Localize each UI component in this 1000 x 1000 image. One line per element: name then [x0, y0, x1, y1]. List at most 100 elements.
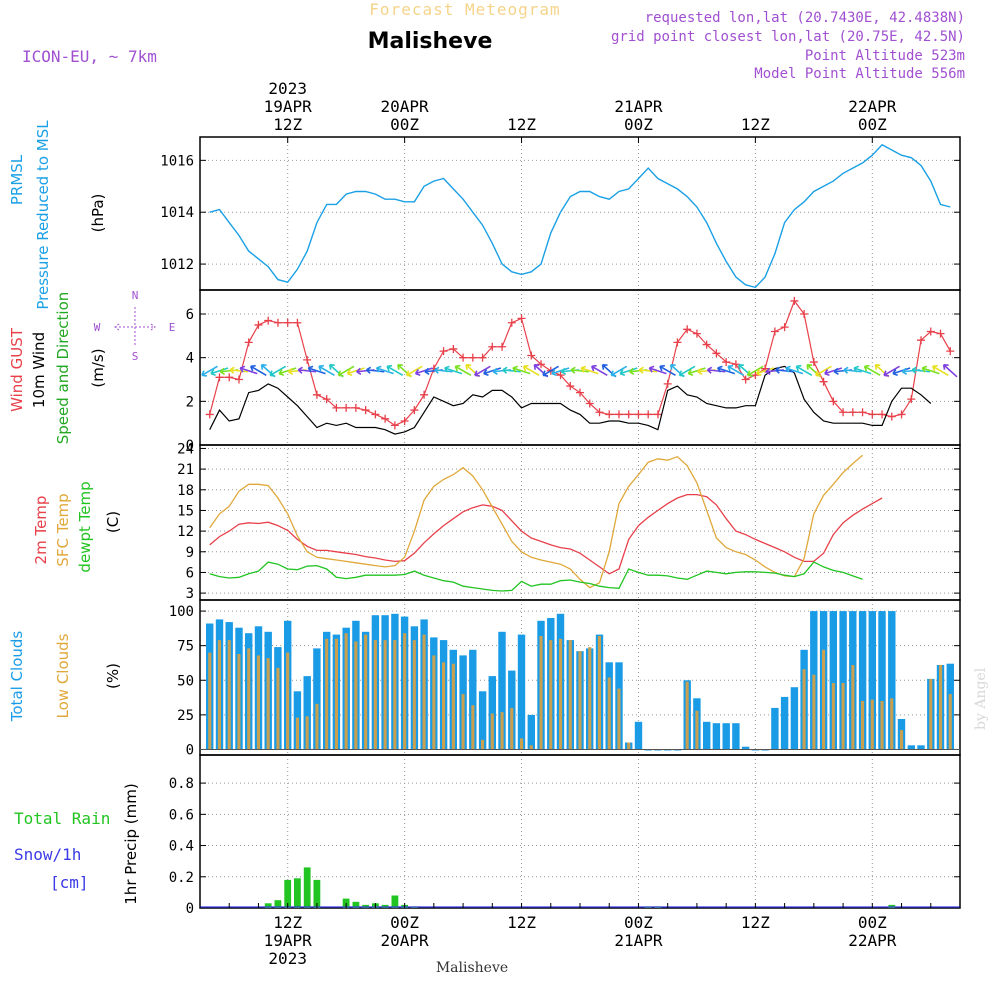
- y-tick-label: 0.6: [169, 807, 194, 823]
- wind-arrow-shape: [590, 364, 608, 376]
- time-label-bottom: 19APR: [264, 931, 313, 950]
- gust-marker: [351, 403, 360, 412]
- series-wind: [209, 365, 932, 435]
- time-label-top: 2023: [268, 79, 307, 98]
- y-tick-label: 24: [177, 441, 194, 457]
- gust-marker: [614, 410, 623, 419]
- bar-total-clouds: [469, 649, 477, 750]
- bar-total-clouds: [673, 749, 682, 751]
- wind-arrow: [638, 366, 658, 374]
- wind-arrow-shape: [619, 367, 638, 376]
- wind-arrow: [921, 365, 940, 375]
- wind-arrow: [716, 365, 736, 375]
- wind-arrow-shape: [551, 367, 570, 376]
- wind-arrow: [542, 365, 559, 377]
- bar-total-clouds: [732, 723, 740, 750]
- bar-total-clouds: [751, 749, 760, 751]
- wind-arrow-shape: [434, 366, 453, 374]
- ylabel-speed-dir: Speed and Direction: [54, 292, 72, 445]
- gust-marker: [527, 351, 536, 360]
- gust-marker: [829, 397, 838, 406]
- wind-arrow: [727, 364, 745, 376]
- wind-arrow: [337, 365, 355, 377]
- bar-low-clouds: [802, 669, 806, 750]
- wind-arrow: [434, 366, 453, 374]
- y-tick-label: 15: [177, 503, 194, 519]
- gust-marker: [390, 421, 399, 430]
- gust-marker: [371, 410, 380, 419]
- wind-arrow: [931, 364, 949, 376]
- y-tick-label: 0.4: [169, 839, 194, 855]
- model-altitude: Model Point Altitude 556m: [754, 66, 965, 82]
- y-tick-label: 1012: [160, 257, 194, 273]
- gust-marker: [663, 379, 672, 388]
- gust-marker: [907, 395, 916, 404]
- gust-marker: [595, 408, 604, 417]
- time-label-top: 12Z: [273, 115, 302, 134]
- bar-low-clouds: [568, 640, 572, 750]
- bar-low-clouds: [334, 638, 338, 750]
- bar-low-clouds: [286, 652, 290, 750]
- bar-rain: [294, 878, 301, 908]
- wind-arrow-shape: [365, 366, 385, 374]
- bar-low-clouds: [227, 640, 231, 750]
- gust-marker: [283, 318, 292, 327]
- time-label-bottom: 21APR: [614, 931, 663, 950]
- ylabel-pressure-msl: Pressure Reduced to MSL: [34, 120, 52, 310]
- gust-marker: [566, 382, 575, 391]
- gust-marker: [839, 408, 848, 417]
- wind-arrow-shape: [337, 365, 355, 377]
- gust-marker: [653, 410, 662, 419]
- bar-total-clouds: [644, 749, 652, 751]
- wind-arrow-shape: [678, 365, 696, 377]
- bar-total-clouds: [761, 749, 769, 751]
- wind-arrow: [590, 364, 608, 376]
- wind-arrow-shape: [716, 365, 736, 375]
- bar-low-clouds: [841, 683, 845, 750]
- time-label-bottom: 12Z: [273, 913, 302, 932]
- ylabel-ms: (m/s): [89, 348, 107, 387]
- bar-low-clouds: [900, 730, 904, 750]
- bar-low-clouds: [948, 694, 952, 750]
- bar-total-clouds: [907, 745, 915, 750]
- bar-low-clouds: [451, 663, 455, 750]
- gust-marker: [361, 406, 370, 415]
- wind-arrow: [551, 367, 570, 376]
- wind-arrow: [269, 365, 287, 377]
- y-tick-label: 21: [177, 462, 194, 478]
- bar-low-clouds: [481, 739, 485, 750]
- time-label-bottom: 00Z: [624, 913, 653, 932]
- bar-low-clouds: [412, 640, 416, 750]
- wind-arrow: [843, 366, 862, 374]
- wind-arrow-shape: [239, 365, 258, 375]
- wind-arrow: [210, 367, 229, 376]
- bar-low-clouds: [315, 703, 319, 750]
- wind-arrow: [883, 365, 900, 377]
- gust-marker: [537, 360, 546, 369]
- gust-marker: [312, 390, 321, 399]
- gust-marker: [800, 310, 809, 319]
- gust-marker: [585, 399, 594, 408]
- bar-total-clouds: [527, 714, 535, 750]
- gust-marker: [303, 355, 312, 364]
- wind-arrow: [619, 367, 638, 376]
- bar-low-clouds: [597, 636, 601, 750]
- gust-marker: [751, 371, 760, 380]
- gust-marker: [400, 416, 409, 425]
- gust-marker: [205, 410, 214, 419]
- y-tick-label: 0: [186, 742, 194, 758]
- bar-low-clouds: [695, 710, 699, 750]
- bar-low-clouds: [432, 655, 436, 750]
- gust-marker: [624, 410, 633, 419]
- y-tick-label: 1016: [160, 153, 194, 169]
- wind-arrow: [375, 365, 394, 375]
- wind-arrow: [706, 366, 726, 374]
- footer-location: Malisheve: [436, 960, 508, 976]
- bar-low-clouds: [578, 651, 582, 750]
- bar-low-clouds: [520, 738, 524, 750]
- bar-low-clouds: [617, 688, 621, 750]
- time-label-top: 20APR: [381, 97, 430, 116]
- time-label-bottom: 00Z: [390, 913, 419, 932]
- wind-arrow-shape: [942, 363, 958, 378]
- wind-arrow-shape: [659, 364, 676, 376]
